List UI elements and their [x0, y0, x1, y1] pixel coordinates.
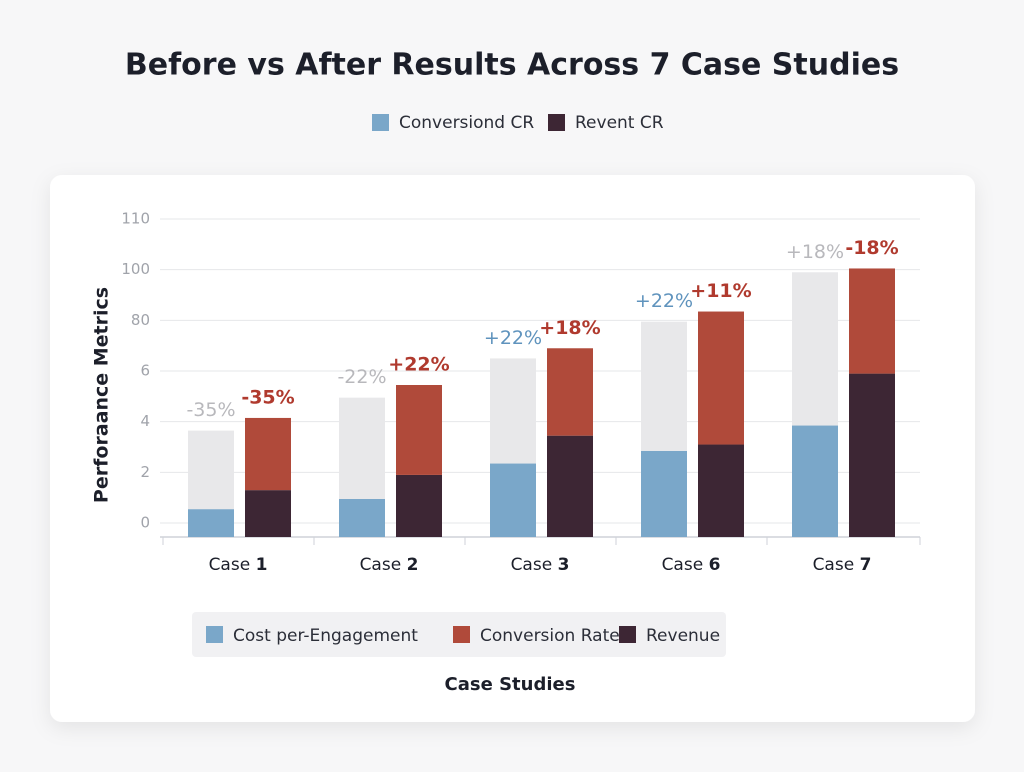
bar-segment	[188, 430, 234, 510]
bar-segment	[188, 509, 234, 537]
y-tick-label: 6	[140, 362, 150, 380]
legend-swatch	[206, 626, 223, 643]
x-tick-label: Case 2	[360, 555, 419, 575]
bar-segment	[490, 463, 536, 537]
legend-swatch	[372, 114, 389, 131]
bar-segment	[792, 272, 838, 426]
bar-label: +22%	[388, 354, 449, 376]
bar-label: -18%	[845, 237, 898, 259]
bar-label: +22%	[635, 290, 693, 312]
y-tick-label: 110	[121, 210, 150, 228]
bar-segment	[547, 348, 593, 436]
legend-swatch	[619, 626, 636, 643]
x-axis-label: Case Studies	[445, 674, 576, 695]
bar-segment	[849, 373, 895, 537]
bar-segment	[339, 397, 385, 499]
bar-segment	[641, 450, 687, 537]
bar-label: -35%	[186, 399, 235, 421]
bar-segment	[396, 385, 442, 475]
y-tick-label: 100	[121, 260, 150, 278]
y-axis-label: Perforaance Metrics	[91, 287, 113, 503]
bar-segment	[245, 417, 291, 491]
bar-segment	[698, 311, 744, 445]
bar-label: +11%	[690, 280, 751, 302]
x-tick-label: Case 1	[209, 555, 268, 575]
legend-label: Revenue	[646, 626, 720, 646]
legend-swatch	[453, 626, 470, 643]
y-tick-label: 2	[140, 463, 150, 481]
bar-segment	[547, 435, 593, 537]
legend-label: Conversion Rate	[480, 626, 620, 646]
chart-title: Before vs After Results Across 7 Case St…	[125, 48, 899, 83]
bar-label: +22%	[484, 327, 542, 349]
y-tick-label: 4	[140, 412, 150, 430]
legend-label: Cost per-Engagement	[233, 626, 418, 646]
x-tick-label: Case 7	[813, 555, 872, 575]
bar-segment	[490, 358, 536, 464]
bar-segment	[849, 268, 895, 374]
bar-segment	[339, 499, 385, 537]
bar-label: +18%	[539, 317, 600, 339]
bar-label: +18%	[786, 241, 844, 263]
legend-label: Conversiond CR	[399, 113, 534, 133]
x-tick-label: Case 6	[662, 555, 721, 575]
bar-label: -35%	[241, 386, 294, 408]
bar-label: -22%	[337, 366, 386, 388]
bar-segment	[245, 490, 291, 537]
bar-segment	[792, 425, 838, 537]
x-tick-label: Case 3	[511, 555, 570, 575]
y-tick-label: 0	[140, 514, 150, 532]
legend-swatch	[548, 114, 565, 131]
legend-label: Revent CR	[575, 113, 664, 133]
bar-segment	[698, 444, 744, 537]
y-tick-label: 80	[131, 311, 150, 329]
bar-segment	[396, 474, 442, 537]
bar-segment	[641, 321, 687, 451]
